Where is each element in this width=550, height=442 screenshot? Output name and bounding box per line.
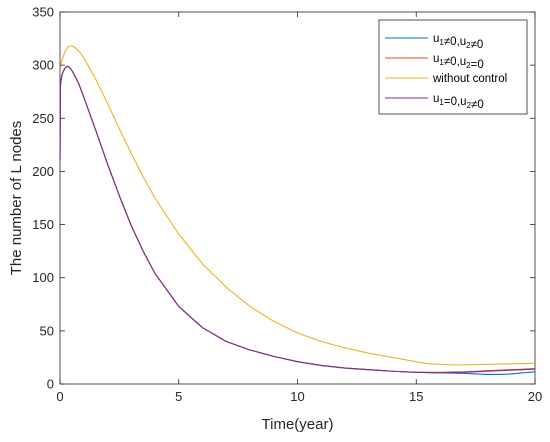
legend-entry-2: without control [432, 73, 507, 85]
x-tick-label-3: 15 [409, 389, 423, 404]
x-axis-title: Time(year) [262, 416, 334, 433]
y-tick-label-4: 200 [32, 164, 54, 179]
x-tick-label-1: 5 [175, 389, 182, 404]
y-tick-label-2: 100 [32, 270, 54, 285]
legend-entry-0: u1≠0,u2≠0 [433, 33, 483, 51]
series-line-2 [59, 45, 536, 366]
series-layer [59, 45, 536, 375]
legend-entry-3: u1=0,u2≠0 [433, 93, 484, 111]
y-tick-label-3: 150 [32, 217, 54, 232]
legend-entry-1: u1≠0,u2=0 [433, 53, 484, 71]
y-tick-label-5: 250 [32, 111, 54, 126]
y-tick-label-0: 0 [47, 377, 54, 392]
legend: u1≠0,u2≠0 u1≠0,u2=0 without control u1=0,u2… [378, 19, 528, 115]
x-tick-label-4: 20 [528, 389, 542, 404]
y-tick-label-6: 300 [32, 58, 54, 73]
series-line-3 [59, 65, 536, 374]
y-tick-label-7: 350 [32, 5, 54, 20]
x-tick-label-2: 10 [290, 389, 304, 404]
y-axis-title: The number of L nodes [8, 121, 25, 276]
y-tick-label-1: 50 [40, 323, 54, 338]
x-tick-label-0: 0 [56, 389, 63, 404]
